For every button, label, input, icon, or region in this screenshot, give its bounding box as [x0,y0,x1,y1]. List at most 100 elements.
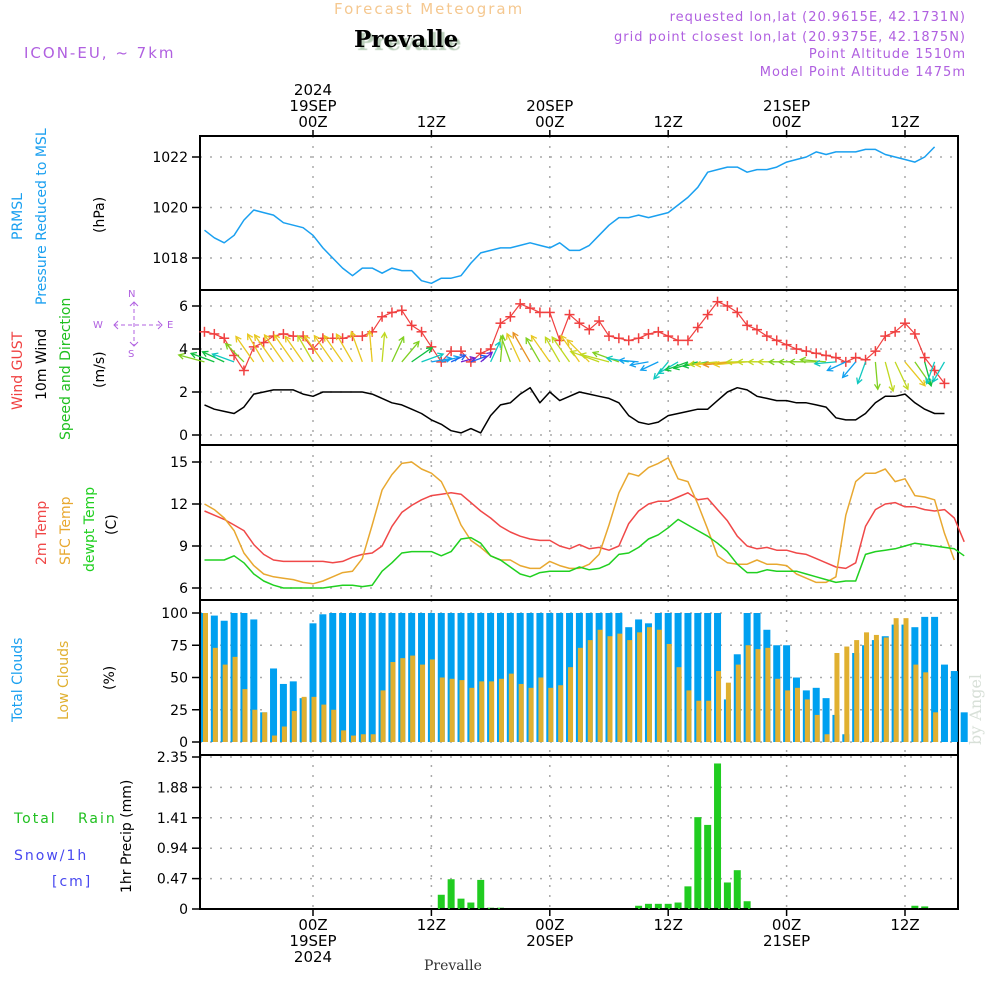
ytick-label: 6 [179,299,188,315]
low-clouds-bar [903,618,909,742]
low-clouds-bar [350,735,356,742]
top-time-label: 00Z [298,113,327,131]
ytick-label: 0 [179,428,188,444]
bottom-time-label: 00Z [298,916,327,934]
panel-1: 0 2 4 6 [179,289,959,446]
low-clouds-bar [291,711,297,742]
ytick-label: 4 [179,342,188,358]
gust-marker [505,311,516,322]
wind-arrow [826,361,847,372]
ytick-label: 0 [179,735,188,751]
gust-marker [584,324,595,335]
bottom-time-label: 12Z [654,916,683,934]
low-clouds-bar [469,687,475,742]
low-clouds-bar [518,683,524,742]
ytick-label: 50 [170,671,188,687]
precip-bar [644,903,652,909]
wind-arrow [253,333,275,363]
ytick-label: 12 [170,497,188,513]
low-clouds-bar [824,734,830,742]
gust-marker [643,328,654,339]
low-clouds-bar [745,645,751,742]
total-clouds-bar [240,613,248,742]
wind-arrow [506,332,521,363]
wind-arrow [366,329,374,362]
gust-marker [515,298,526,309]
wind-arrow [904,361,926,387]
gust-marker [722,301,733,311]
gust-marker [199,326,210,337]
gust-marker [781,339,792,350]
wind-arrow [551,336,571,363]
total-clouds-bar [319,614,327,742]
low-clouds-bar [597,629,603,742]
bottom-time-label: 12Z [890,916,919,934]
wind-arrow [263,333,284,363]
low-clouds-bar [439,677,445,742]
gust-marker [574,318,585,329]
gust-marker [604,331,614,342]
dewpt-line [204,518,965,589]
top-time-label: 12Z [890,113,919,131]
footer-station-name: Prevalle [424,958,482,974]
precip-bar [733,870,741,909]
gust-marker [890,326,901,337]
bottom-time-label: 19SEP [289,932,336,950]
gust-marker [238,365,249,376]
requested-coords: requested lon,lat (20.9615E, 42.1731N) [669,10,966,25]
wind-arrow [591,350,620,363]
total-clouds-bar [279,683,287,742]
total-clouds-bar [378,613,386,742]
top-time-label: 21SEP [763,97,810,115]
compass-n: N [128,289,136,300]
snow-label: Snow/1h [14,848,89,864]
low-clouds-bar [479,681,485,742]
gust-marker [682,335,693,346]
gust-marker [623,335,634,346]
low-clouds-bar [281,726,287,742]
low-clouds-bar [202,613,208,742]
wind-arrow [323,334,344,363]
wind-arrow [617,357,639,365]
low-clouds-bar [528,687,534,742]
top-time-label: 2024 [294,81,332,99]
low-clouds-bar [814,714,820,742]
snow-unit: [cm] [52,874,93,890]
wind-arrow [924,361,934,388]
wind-arrow [201,350,225,363]
low-clouds-bar [844,646,850,742]
wind-arrow [421,352,445,363]
precip-bar [664,903,672,909]
low-clouds-bar [617,633,623,742]
total-clouds-bar [546,613,554,742]
low-clouds-bar [735,664,741,742]
gust-marker [495,318,506,329]
total-clouds-bar [329,613,337,742]
panel-2: 6 9 12 15 [170,444,959,601]
total-clouds-bar [447,613,455,742]
precip-bar [684,886,692,909]
compass-s: S [128,349,135,360]
low-clouds-bar [923,672,929,742]
gust-marker [712,296,723,307]
low-clouds-bar [311,696,317,742]
gust-marker [406,320,417,331]
low-clouds-bar [785,690,791,742]
total-clouds-bar [556,613,564,742]
wind-arrow [284,335,304,363]
precip-bar [635,905,643,909]
precip-bar [467,902,475,909]
wind-arrow [273,333,294,363]
low-clouds-bar [222,664,228,742]
low-clouds-bar [607,636,613,742]
low-clouds-bar [883,637,889,742]
low-clouds-bar [637,632,643,742]
total-clouds-bar [457,613,465,742]
precip-bar [447,879,455,909]
gust-marker [278,328,289,339]
precip-bar [743,901,751,909]
gust-marker [702,309,713,320]
grid-point-coords: grid point closest lon,lat (20.9375E, 42… [614,30,966,45]
low-clouds-bar [370,734,376,742]
low-clouds-bar [587,640,593,742]
